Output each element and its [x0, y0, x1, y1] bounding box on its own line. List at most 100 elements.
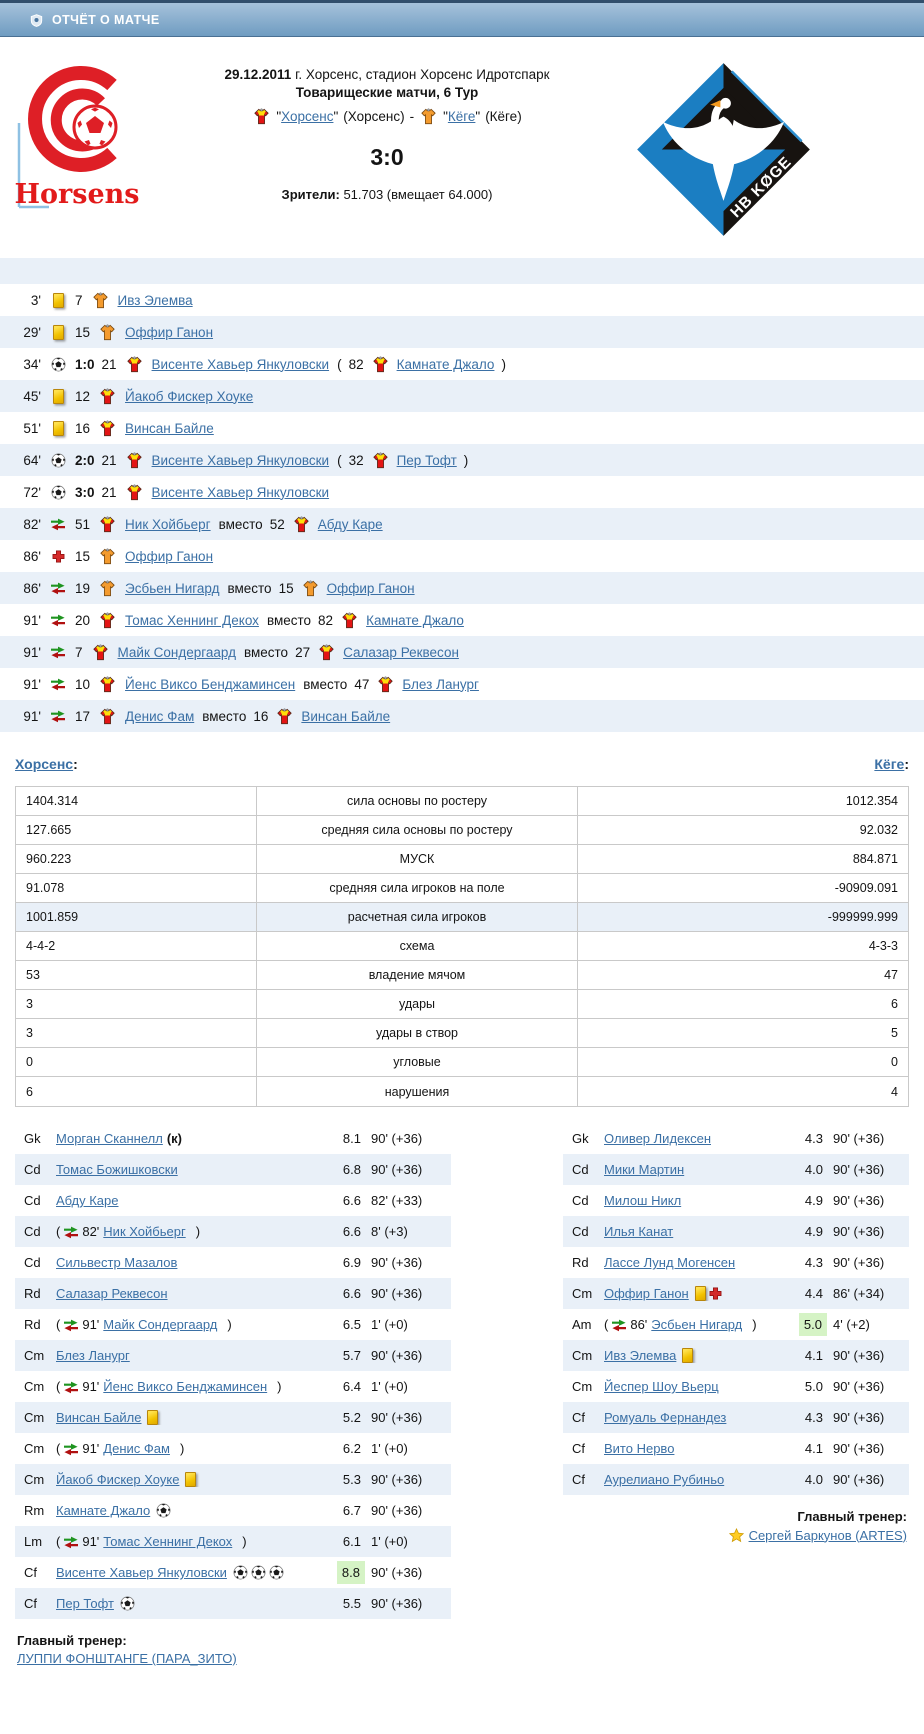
player-position: Rd	[572, 1255, 589, 1270]
player-link[interactable]: Илья Канат	[604, 1224, 674, 1239]
event-player-link[interactable]: Винсан Байле	[125, 420, 214, 436]
event-player-link[interactable]: Висенте Хавьер Янкуловски	[151, 452, 330, 468]
player-minutes: 90' (+36)	[371, 1472, 423, 1487]
event-player-link[interactable]: Ник Хойбьерг	[125, 516, 211, 532]
player-link[interactable]: Оффир Ганон	[604, 1286, 689, 1301]
home-team-stats-link[interactable]: Хорсенс	[15, 756, 74, 772]
player-link[interactable]: Денис Фам	[103, 1441, 170, 1456]
event-secondary-player-link[interactable]: Пер Тофт	[396, 452, 457, 468]
shirt-icon	[98, 419, 117, 438]
player-link[interactable]: Эсбьен Нигард	[651, 1317, 743, 1332]
player-number: 15	[75, 324, 91, 340]
player-position: Cd	[24, 1193, 41, 1208]
event-player-link[interactable]: Висенте Хавьер Янкуловски	[151, 356, 330, 372]
event-secondary-player-link[interactable]: Салазар Реквесон	[343, 644, 459, 660]
event-secondary-player-link[interactable]: Блез Ланург	[402, 676, 479, 692]
player-rating: 5.3	[342, 1472, 361, 1487]
event-secondary-player-link[interactable]: Абду Каре	[317, 516, 383, 532]
player-position: Cf	[24, 1565, 37, 1580]
player-position: Cd	[24, 1224, 41, 1239]
event-player-link[interactable]: Майк Сондергаард	[117, 644, 236, 660]
event-player-link[interactable]: Оффир Ганон	[125, 548, 214, 564]
home-lineup-column: Gk ( Морган Сканнелл (к) ) 8.1 90' (+36)…	[15, 1123, 451, 1666]
stat-away-value: 1012.354	[845, 794, 898, 808]
player-link[interactable]: Майк Сондергаард	[103, 1317, 218, 1332]
player-row: Gk ( Морган Сканнелл (к) ) 8.1 90' (+36)	[15, 1123, 451, 1154]
stat-label: средняя сила игроков на поле	[256, 874, 578, 902]
player-link[interactable]: Аурелиано Рубиньо	[604, 1472, 725, 1487]
player-link[interactable]: Милош Никл	[604, 1193, 682, 1208]
event-secondary-player-link[interactable]: Камнате Джало	[366, 612, 464, 628]
player-position: Cm	[24, 1441, 45, 1456]
player-link[interactable]: Мики Мартин	[604, 1162, 685, 1177]
player-link[interactable]: Томас Божишковски	[56, 1162, 178, 1177]
stat-home-value: 4-4-2	[26, 939, 56, 953]
player-number: 7	[75, 292, 83, 308]
event-type-icon	[49, 550, 67, 563]
away-coach-link[interactable]: Сергей Баркунов (ARTES)	[748, 1527, 907, 1543]
away-team-link[interactable]: Кёге	[447, 109, 476, 124]
shirt-icon	[301, 579, 320, 598]
player-event-icons	[185, 1472, 197, 1487]
home-team-link[interactable]: Хорсенс	[281, 109, 334, 124]
shirt-icon	[98, 611, 117, 630]
player-link[interactable]: Ник Хойбьерг	[103, 1224, 186, 1239]
secondary-player-number: 47	[354, 676, 370, 692]
stats-row: 3 удары в створ 5	[16, 1019, 908, 1048]
player-link[interactable]: Ромуаль Фернандез	[604, 1410, 727, 1425]
player-link[interactable]: Лассе Лунд Могенсен	[604, 1255, 736, 1270]
event-row: 91' 10 Йенс Виксо Бенджаминсен вместо 47…	[0, 668, 924, 700]
event-secondary-player-link[interactable]: Оффир Ганон	[326, 580, 415, 596]
player-link[interactable]: Блез Ланург	[56, 1348, 130, 1363]
stats-row: 6 нарушения 4	[16, 1077, 908, 1106]
away-team-stats-link[interactable]: Кёге	[874, 756, 905, 772]
player-rating: 8.8	[336, 1561, 365, 1584]
event-secondary-player-link[interactable]: Винсан Байле	[301, 708, 391, 724]
event-player-link[interactable]: Денис Фам	[125, 708, 195, 724]
player-row: Cm ( Йеспер Шоу Вьерц ) 5.0 90' (+36)	[563, 1371, 909, 1402]
player-link[interactable]: Камнате Джало	[56, 1503, 151, 1518]
player-link[interactable]: Ивз Элемва	[604, 1348, 677, 1363]
player-link[interactable]: Йеспер Шоу Вьерц	[604, 1379, 719, 1394]
player-minutes: 90' (+36)	[833, 1410, 885, 1425]
player-link[interactable]: Оливер Лидексен	[604, 1131, 711, 1146]
event-player-link[interactable]: Ивз Элемва	[117, 292, 193, 308]
secondary-player-number: 15	[278, 580, 294, 596]
player-link[interactable]: Томас Хеннинг Декох	[103, 1534, 233, 1549]
event-player-link[interactable]: Йенс Виксо Бенджаминсен	[125, 676, 296, 692]
event-player-link[interactable]: Оффир Ганон	[125, 324, 214, 340]
player-link[interactable]: Абду Каре	[56, 1193, 119, 1208]
player-link[interactable]: Морган Сканнелл	[56, 1131, 163, 1146]
player-rating: 6.9	[342, 1255, 361, 1270]
player-link[interactable]: Вито Нерво	[604, 1441, 675, 1456]
stat-home-value: 91.078	[26, 881, 65, 895]
player-link[interactable]: Йенс Виксо Бенджаминсен	[103, 1379, 268, 1394]
player-position: Cd	[572, 1193, 589, 1208]
player-rating: 4.0	[804, 1472, 823, 1487]
event-secondary-player-link[interactable]: Камнате Джало	[396, 356, 495, 372]
player-link[interactable]: Йакоб Фискер Хоуке	[56, 1472, 180, 1487]
stat-label: схема	[256, 932, 578, 960]
stats-row: 53 владение мячом 47	[16, 961, 908, 990]
player-link[interactable]: Салазар Реквесон	[56, 1286, 168, 1301]
player-link[interactable]: Сильвестр Мазалов	[56, 1255, 178, 1270]
home-shirt-icon	[252, 107, 271, 126]
event-player-link[interactable]: Эсбьен Нигард	[125, 580, 220, 596]
event-score: 3:0	[75, 484, 95, 500]
player-link[interactable]: Винсан Байле	[56, 1410, 142, 1425]
player-row: Cf ( Вито Нерво ) 4.1 90' (+36)	[563, 1433, 909, 1464]
stat-label: средняя сила основы по ростеру	[256, 816, 578, 844]
home-coach-link[interactable]: ЛУППИ ФОНШТАНГЕ (ПАРА_ЗИТО)	[17, 1651, 237, 1666]
event-player-link[interactable]: Йакоб Фискер Хоуке	[125, 388, 254, 404]
event-row: 91' 17 Денис Фам вместо 16 Винсан Байле	[0, 700, 924, 732]
event-player-link[interactable]: Висенте Хавьер Янкуловски	[151, 484, 330, 500]
report-header-bar: ОТЧЁТ О МАТЧЕ	[0, 0, 924, 37]
player-rating: 4.4	[804, 1286, 823, 1301]
event-row: 51' 16 Винсан Байле	[0, 412, 924, 444]
player-rating: 5.7	[342, 1348, 361, 1363]
player-link[interactable]: Пер Тофт	[56, 1596, 114, 1611]
stat-away-value: 92.032	[859, 823, 898, 837]
event-player-link[interactable]: Томас Хеннинг Декох	[125, 612, 259, 628]
player-row: Cd ( Абду Каре ) 6.6 82' (+33)	[15, 1185, 451, 1216]
player-link[interactable]: Висенте Хавьер Янкуловски	[56, 1565, 227, 1580]
